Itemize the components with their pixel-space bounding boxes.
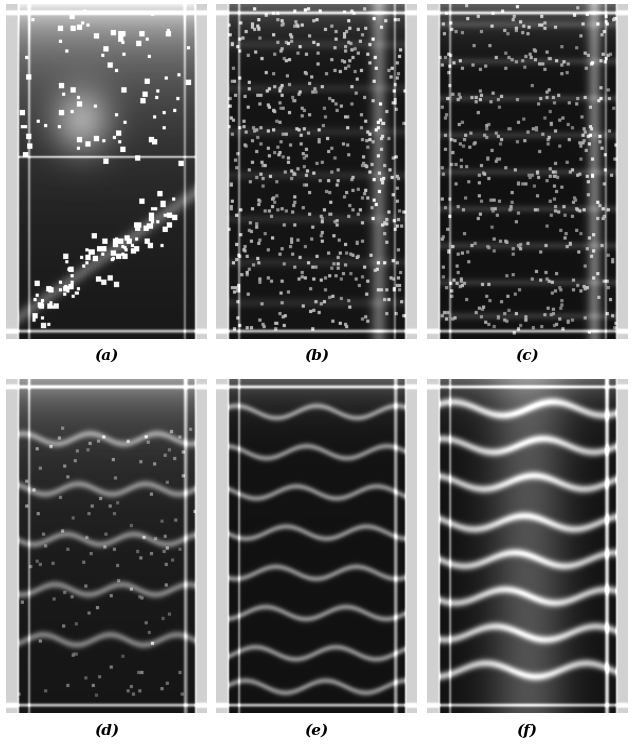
Text: (b): (b) <box>304 349 329 362</box>
Text: (d): (d) <box>94 723 119 738</box>
Text: (a): (a) <box>94 349 118 362</box>
Text: (c): (c) <box>515 349 539 362</box>
Text: (f): (f) <box>516 723 537 738</box>
Text: (e): (e) <box>304 723 329 738</box>
